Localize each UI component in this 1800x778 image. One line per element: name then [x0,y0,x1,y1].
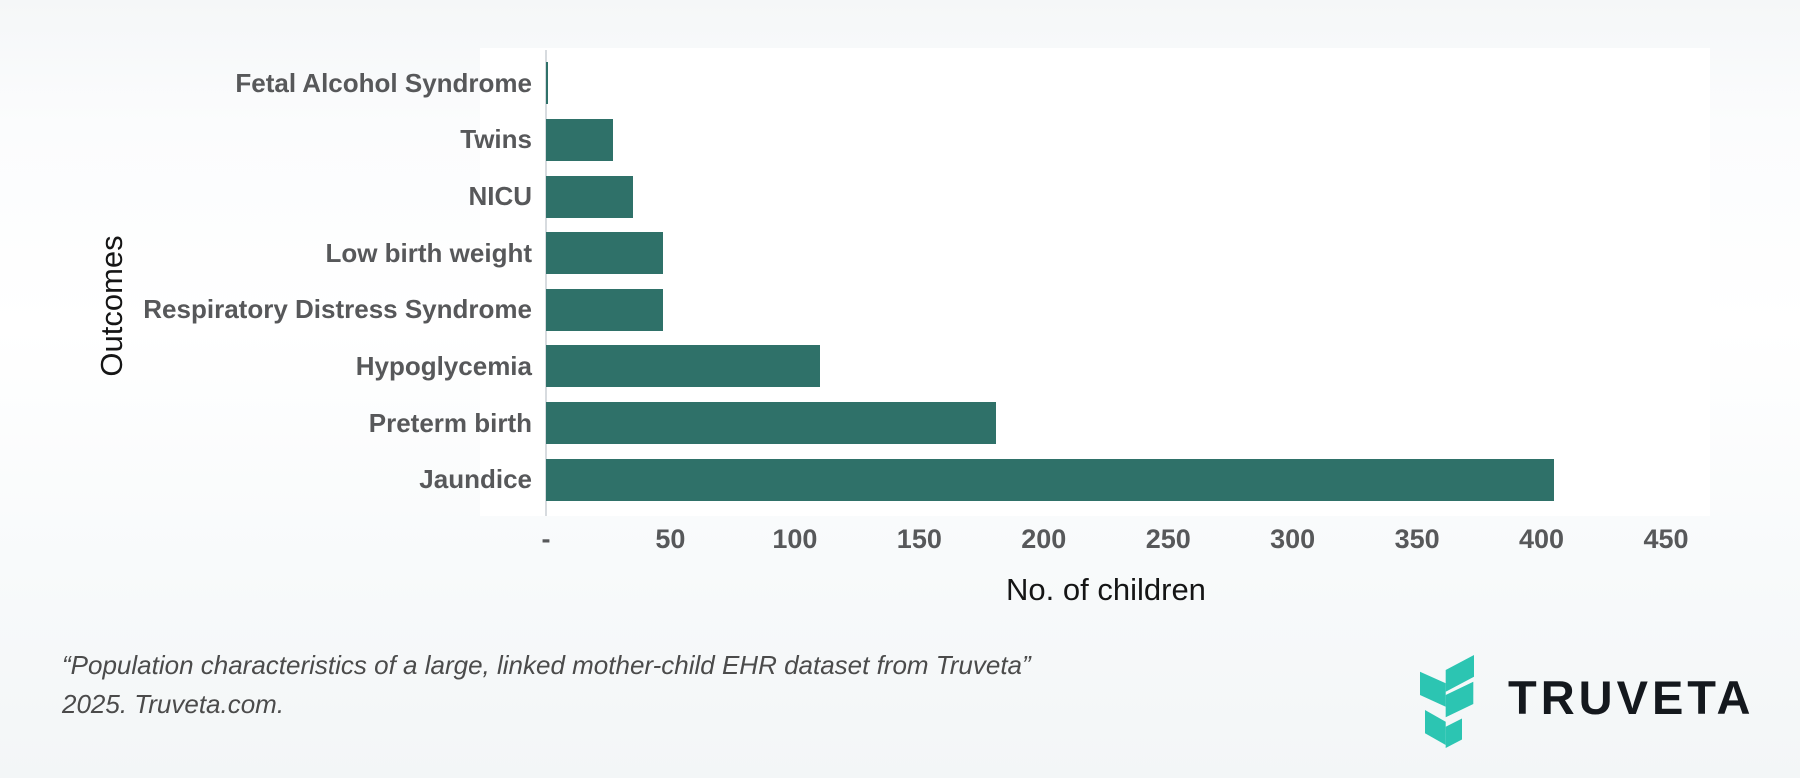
truveta-leaf-icon [1420,654,1474,748]
bar [546,232,663,275]
bar [546,175,634,218]
category-labels: Fetal Alcohol Syndrome Twins NICU Low birth… [0,55,532,508]
category-label: NICU [468,181,532,212]
bar [546,345,820,388]
source-caption-line2: 2025. Truveta.com. [62,689,285,719]
x-tick-label: 100 [772,524,818,554]
category-label: Preterm birth [368,407,532,438]
category-label: Respiratory Distress Syndrome [143,294,532,325]
x-tick-label: 450 [1643,524,1689,554]
bar [546,458,1554,501]
x-tick-label: 300 [1270,524,1316,554]
source-caption: “Population characteristics of a large, … [62,646,1031,724]
bar-row [546,282,1666,339]
category-label: Low birth weight [325,237,532,268]
category-label: Hypoglycemia [355,350,532,381]
bar-row [546,225,1666,282]
bar-row [546,451,1666,508]
truveta-wordmark: TRUVETA [1508,670,1755,724]
x-tick-label: 50 [655,524,686,554]
bar [546,402,997,445]
bar-row [546,55,1666,112]
x-tick-label: 200 [1021,524,1067,554]
category-label: Jaundice [419,464,532,495]
category-label: Fetal Alcohol Syndrome [235,67,532,98]
source-caption-line1: “Population characteristics of a large, … [62,650,1031,680]
x-axis-title: No. of children [1006,572,1206,607]
bar [546,62,549,105]
x-tick-label: 150 [896,524,942,554]
bar-row [546,112,1666,169]
bar [546,288,663,331]
truveta-logo: TRUVETA [1405,642,1755,752]
bars [546,55,1666,508]
bar-row [546,338,1666,395]
x-tick-label: 250 [1145,524,1191,554]
bar [546,118,614,161]
y-axis-title: Outcomes [94,235,129,377]
x-tick-label: 400 [1519,524,1565,554]
y-axis-line [545,50,547,516]
bar-row [546,395,1666,452]
x-tick-label: 350 [1394,524,1440,554]
x-tick-label: - [541,524,551,554]
bar-row [546,168,1666,225]
category-label: Twins [460,124,532,155]
x-axis-ticks: - 50 100 150 200 250 300 350 400 450 [542,524,1689,558]
